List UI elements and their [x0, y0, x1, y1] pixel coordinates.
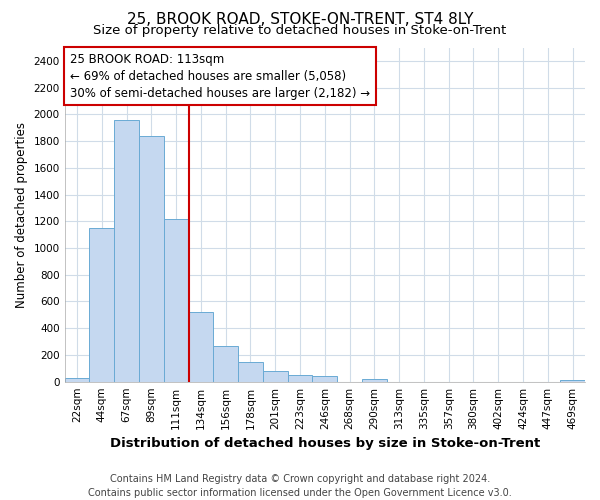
- Bar: [287, 375, 313, 382]
- Bar: [362, 380, 387, 382]
- Bar: [238, 362, 263, 382]
- Bar: [263, 371, 287, 382]
- Text: Size of property relative to detached houses in Stoke-on-Trent: Size of property relative to detached ho…: [94, 24, 506, 37]
- Bar: [313, 376, 337, 382]
- Text: 25, BROOK ROAD, STOKE-ON-TRENT, ST4 8LY: 25, BROOK ROAD, STOKE-ON-TRENT, ST4 8LY: [127, 12, 473, 28]
- Text: Contains HM Land Registry data © Crown copyright and database right 2024.
Contai: Contains HM Land Registry data © Crown c…: [88, 474, 512, 498]
- Bar: [560, 380, 585, 382]
- Bar: [65, 378, 89, 382]
- Bar: [214, 346, 238, 382]
- Bar: [114, 120, 139, 382]
- X-axis label: Distribution of detached houses by size in Stoke-on-Trent: Distribution of detached houses by size …: [110, 437, 540, 450]
- Bar: [89, 228, 114, 382]
- Bar: [139, 136, 164, 382]
- Y-axis label: Number of detached properties: Number of detached properties: [15, 122, 28, 308]
- Bar: [188, 312, 214, 382]
- Bar: [164, 218, 188, 382]
- Text: 25 BROOK ROAD: 113sqm
← 69% of detached houses are smaller (5,058)
30% of semi-d: 25 BROOK ROAD: 113sqm ← 69% of detached …: [70, 52, 370, 100]
